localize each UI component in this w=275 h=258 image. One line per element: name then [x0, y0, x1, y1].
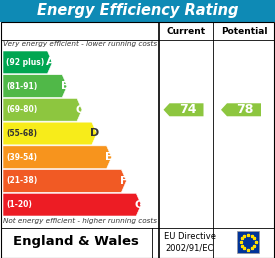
Text: (39-54): (39-54) — [6, 153, 37, 162]
Text: (92 plus): (92 plus) — [6, 58, 44, 67]
Text: Potential: Potential — [221, 27, 267, 36]
Text: EU Directive
2002/91/EC: EU Directive 2002/91/EC — [164, 232, 216, 252]
Polygon shape — [3, 122, 97, 145]
Polygon shape — [3, 99, 82, 121]
Polygon shape — [3, 146, 112, 168]
Polygon shape — [3, 75, 67, 98]
Text: Very energy efficient - lower running costs: Very energy efficient - lower running co… — [3, 41, 157, 47]
Text: Not energy efficient - higher running costs: Not energy efficient - higher running co… — [3, 218, 157, 224]
Polygon shape — [221, 103, 261, 116]
Text: B: B — [60, 81, 69, 91]
Text: D: D — [90, 128, 99, 139]
Text: Current: Current — [167, 27, 206, 36]
Polygon shape — [3, 51, 53, 74]
Polygon shape — [3, 193, 141, 216]
Text: A: A — [46, 57, 54, 67]
Polygon shape — [3, 170, 127, 192]
Text: (55-68): (55-68) — [6, 129, 37, 138]
Text: 78: 78 — [236, 103, 254, 116]
Text: E: E — [105, 152, 113, 162]
Text: (81-91): (81-91) — [6, 82, 37, 91]
Bar — [0, 0, 275, 22]
Text: England & Wales: England & Wales — [13, 236, 139, 248]
Text: (21-38): (21-38) — [6, 176, 37, 186]
Text: F: F — [120, 176, 128, 186]
Text: C: C — [75, 105, 84, 115]
Text: (1-20): (1-20) — [6, 200, 32, 209]
Text: (69-80): (69-80) — [6, 105, 37, 114]
Text: G: G — [134, 200, 143, 210]
Polygon shape — [164, 103, 204, 116]
Bar — [237, 231, 259, 253]
Text: 74: 74 — [179, 103, 196, 116]
Text: Energy Efficiency Rating: Energy Efficiency Rating — [37, 4, 238, 19]
